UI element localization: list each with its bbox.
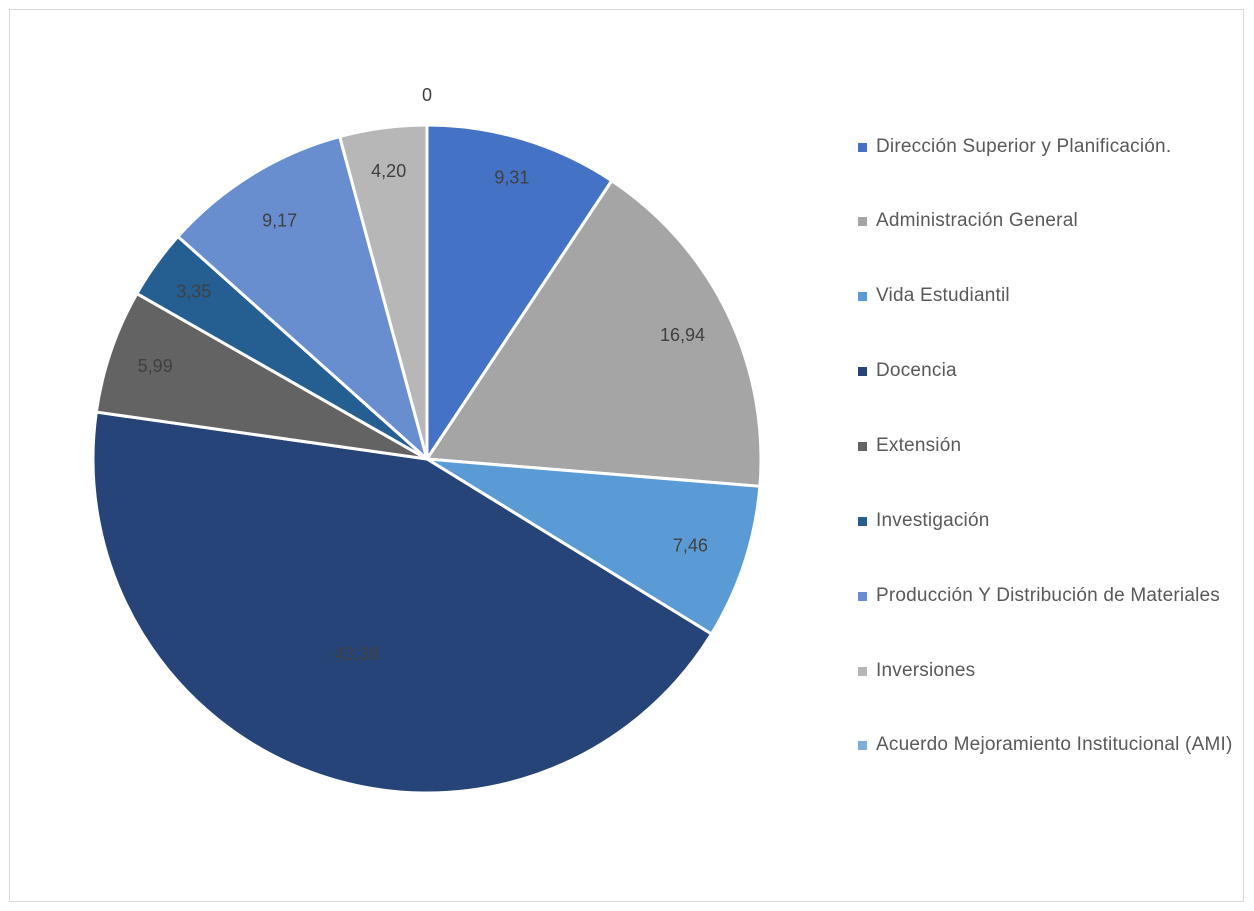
legend-item: Vida Estudiantil xyxy=(858,283,1236,308)
pie-slice xyxy=(176,135,429,461)
legend-label: Investigación xyxy=(876,510,990,531)
legend-label: Extensión xyxy=(876,435,962,456)
legend-label: Inversiones xyxy=(876,660,976,681)
data-label: 9,31 xyxy=(494,168,529,188)
pie-slice xyxy=(338,123,429,461)
data-label: 9,17 xyxy=(262,210,297,230)
legend-label: Acuerdo Mejoramiento Institucional (AMI) xyxy=(876,734,1233,755)
data-label: 5,99 xyxy=(138,356,173,376)
legend-item: Administración General xyxy=(858,208,1236,233)
legend-label: Administración General xyxy=(876,210,1078,231)
legend-item: Acuerdo Mejoramiento Institucional (AMI) xyxy=(858,732,1236,757)
data-label: 43,38 xyxy=(334,644,379,664)
legend-swatch xyxy=(858,667,867,676)
pie-slice xyxy=(425,457,762,636)
legend-swatch xyxy=(858,367,867,376)
legend-item: Dirección Superior y Planificación. xyxy=(858,134,1236,159)
pie-slice xyxy=(425,179,763,488)
legend-item: Inversiones xyxy=(858,658,1236,683)
legend-label: Docencia xyxy=(876,360,957,381)
legend-swatch xyxy=(858,442,867,451)
legend-item: Docencia xyxy=(858,358,1236,383)
legend-swatch xyxy=(858,217,867,226)
data-label: 4,20 xyxy=(371,161,406,181)
legend-swatch xyxy=(858,592,867,601)
data-label: 16,94 xyxy=(660,325,705,345)
pie-slice xyxy=(94,292,429,461)
data-label: 7,46 xyxy=(673,535,708,555)
legend-swatch xyxy=(858,741,867,750)
legend-item: Extensión xyxy=(858,433,1236,458)
legend-swatch xyxy=(858,143,867,152)
legend-label: Producción Y Distribución de Materiales xyxy=(876,585,1220,606)
legend-swatch xyxy=(858,517,867,526)
legend-label: Vida Estudiantil xyxy=(876,285,1010,306)
data-label: 0 xyxy=(422,85,432,105)
data-label: 3,35 xyxy=(176,281,211,301)
pie-slice xyxy=(91,410,713,795)
legend-label: Dirección Superior y Planificación. xyxy=(876,136,1172,157)
legend-item: Producción Y Distribución de Materiales xyxy=(858,583,1236,608)
legend-item: Investigación xyxy=(858,508,1236,533)
pie-slice xyxy=(425,123,614,461)
legend-swatch xyxy=(858,292,867,301)
